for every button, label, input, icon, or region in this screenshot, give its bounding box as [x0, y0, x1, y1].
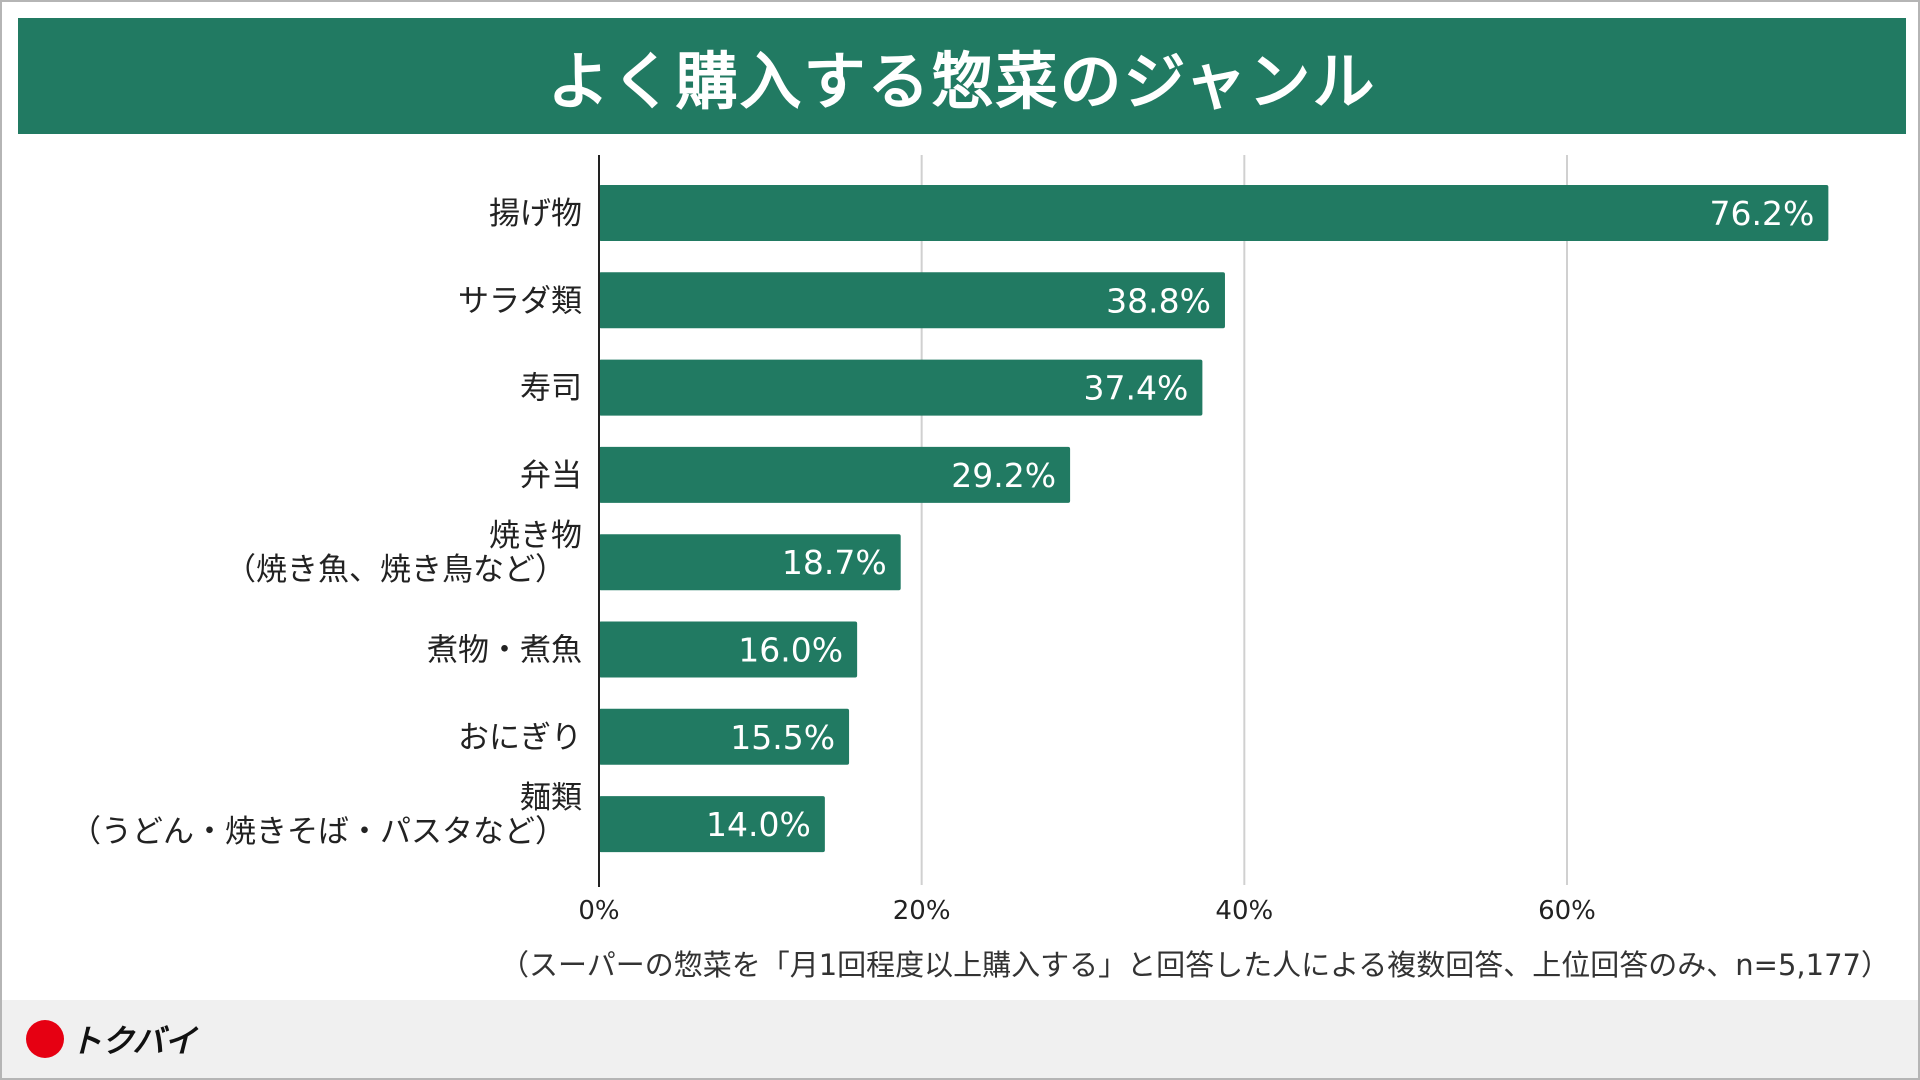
title-banner: よく購入する惣菜のジャンル	[18, 18, 1906, 134]
category-label-2: 寿司	[520, 371, 582, 407]
value-label-3: 29.2%	[951, 456, 1056, 495]
category-label-6: おにぎり	[458, 720, 582, 756]
bar-1	[599, 272, 1225, 329]
logo-dot-icon	[26, 1020, 64, 1058]
bar-3	[599, 446, 1071, 503]
bar-4	[599, 534, 901, 591]
category-label-7-line-1: （うどん・焼きそば・パスタなど）	[70, 814, 566, 850]
x-tick-label-0: 0%	[578, 896, 619, 926]
x-tick-label-20: 20%	[893, 896, 951, 926]
chart-note: （スーパーの惣菜を「月1回程度以上購入する」と回答した人による複数回答、上位回答…	[500, 948, 1890, 982]
bar-chart: 76.2%揚げ物38.8%サラダ類37.4%寿司29.2%弁当18.7%焼き物（…	[70, 155, 1829, 926]
value-label-7: 14.0%	[706, 805, 811, 844]
category-label-5: 煮物・煮魚	[427, 633, 582, 669]
bar-6	[599, 708, 850, 765]
value-label-5: 16.0%	[738, 631, 843, 670]
value-label-6: 15.5%	[730, 718, 835, 757]
value-label-1: 38.8%	[1106, 281, 1211, 320]
bar-7	[599, 796, 825, 853]
value-label-2: 37.4%	[1084, 369, 1189, 408]
category-label-3: 弁当	[520, 458, 582, 494]
category-label-4-line-1: （焼き魚、焼き鳥など）	[225, 552, 566, 588]
chart-title: よく購入する惣菜のジャンル	[547, 45, 1377, 118]
category-label-7-line-0: 麺類	[520, 780, 582, 816]
logo-text: トクバイ	[70, 1022, 197, 1060]
category-label-0: 揚げ物	[489, 196, 582, 232]
value-label-0: 76.2%	[1710, 194, 1815, 233]
bar-0	[599, 185, 1829, 241]
bar-2	[599, 359, 1203, 416]
x-tick-label-60: 60%	[1538, 896, 1596, 926]
x-tick-label-40: 40%	[1215, 896, 1273, 926]
bar-5	[599, 621, 858, 678]
logo: トクバイ	[26, 1016, 196, 1062]
footer-bar: トクバイ	[2, 1000, 1918, 1078]
category-label-1: サラダ類	[458, 283, 582, 319]
category-label-4-line-0: 焼き物	[489, 518, 582, 554]
value-label-4: 18.7%	[782, 543, 887, 582]
